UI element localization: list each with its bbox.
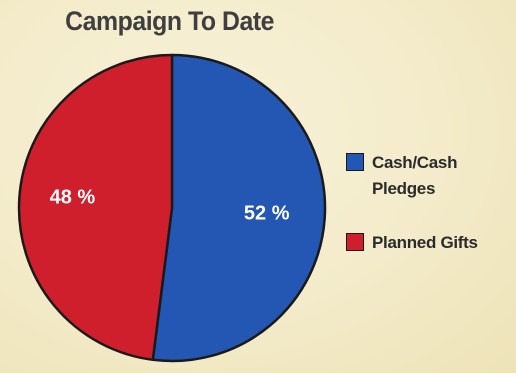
legend-swatch-planned-gifts: [346, 233, 364, 251]
legend-swatch-cash-pledges: [346, 153, 364, 171]
pie-label-cash-pledges: 52 %: [244, 202, 290, 224]
pie-label-planned-gifts: 48 %: [50, 186, 96, 208]
legend-label-planned-gifts: Planned Gifts: [372, 233, 478, 252]
chart-title: Campaign To Date: [65, 6, 275, 36]
legend-label-cash-pledges: Cash/Cash Pledges: [372, 153, 458, 198]
pie-slice-planned-gifts: [17, 53, 174, 362]
pie-slice-cash-pledges: [151, 53, 327, 363]
pie-labels: 52 % 48 %: [50, 186, 290, 224]
legend-item-planned-gifts: Planned Gifts: [346, 230, 511, 256]
chart-legend: Cash/Cash Pledges Planned Gifts: [346, 150, 511, 284]
legend-item-cash-pledges: Cash/Cash Pledges: [346, 150, 511, 202]
pie-slices: [17, 53, 327, 363]
